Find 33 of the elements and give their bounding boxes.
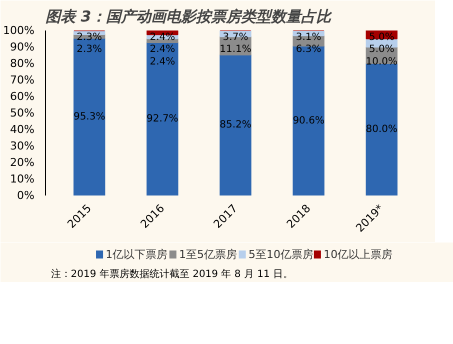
- y-tick-label: 90%: [10, 40, 35, 54]
- data-label: 11.1%: [220, 44, 252, 56]
- y-tick-label: 30%: [10, 140, 35, 152]
- data-label: 95.3%: [73, 111, 106, 122]
- data-label: 2.4%: [150, 44, 176, 56]
- data-label: 6.3%: [296, 44, 322, 56]
- legend-label: 1至5亿票房: [179, 248, 238, 261]
- data-label: 85.2%: [220, 120, 252, 131]
- chart-title: 图表 3：国产动画电影按票房类型数量占比: [46, 8, 334, 26]
- y-tick-label: 0%: [17, 189, 34, 202]
- y-tick-label: 80%: [10, 57, 35, 70]
- bar: [292, 46, 324, 196]
- y-tick-label: 60%: [10, 90, 35, 103]
- data-label: 90.6%: [292, 115, 324, 126]
- data-label: 92.7%: [146, 114, 178, 125]
- y-tick-label: 70%: [10, 74, 35, 86]
- bar: [220, 54, 252, 196]
- y-tick-label: 100%: [3, 24, 35, 37]
- text: 注：2019 年票房数据统计截至 2019 年 8 月 11 日。: [50, 268, 294, 280]
- data-label: 5.0%: [368, 44, 394, 56]
- legend-label: 5至10亿票房: [248, 248, 314, 261]
- y-tick-label: 50%: [10, 106, 35, 120]
- y-tick-label: 40%: [10, 123, 35, 136]
- legend-label: 1亿以下票房: [106, 248, 168, 261]
- y-tick-label: 20%: [10, 156, 35, 169]
- bar: [146, 42, 178, 196]
- legend-label: 10亿以上票房: [324, 248, 393, 261]
- bar: [366, 63, 398, 196]
- data-label: 2.4%: [150, 56, 176, 68]
- data-label: 2.4%: [150, 32, 176, 43]
- data-label: 2.3%: [76, 44, 102, 56]
- y-tick-label: 10%: [10, 172, 35, 186]
- data-label: 80.0%: [366, 124, 398, 135]
